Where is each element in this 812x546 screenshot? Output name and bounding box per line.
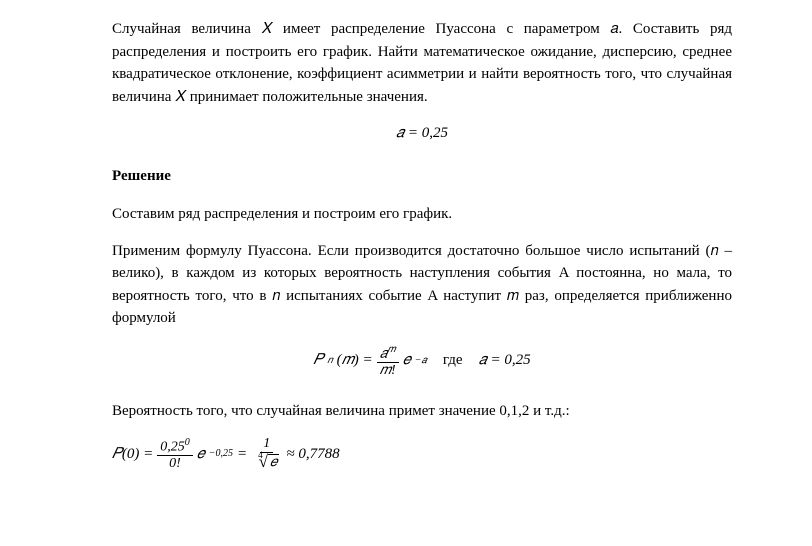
p0-num1-base: 0,25 xyxy=(160,439,185,454)
equals-sign: = xyxy=(237,443,247,466)
frac-numerator-sup: 𝑚 xyxy=(387,344,395,355)
problem-statement: Случайная величина 𝑋 имеет распределение… xyxy=(112,18,732,108)
given-value-formula: 𝑎 = 0,25 xyxy=(112,122,732,145)
pn-label: 𝑃 xyxy=(313,349,323,372)
root-index: 4 xyxy=(258,451,263,461)
where-label: где xyxy=(443,349,463,372)
p0-e-base: 𝑒 xyxy=(197,443,205,466)
p0-num1-sup: 0 xyxy=(185,437,190,448)
where-value: 𝑎 = 0,25 xyxy=(479,349,531,372)
pn-arg: (𝑚) = xyxy=(337,349,373,372)
radicand: 𝑒 xyxy=(268,454,279,470)
e-exponent: −𝑎 xyxy=(415,353,427,368)
p0-fraction-2: 1 4 √ 𝑒 xyxy=(251,436,282,471)
pn-subscript: 𝑛 xyxy=(327,353,332,368)
p0-approx: ≈ 0,7788 xyxy=(286,443,339,466)
p0-e-sup: −0,25 xyxy=(209,446,233,461)
p0-calculation: 𝑃(0) = 0,250 0! 𝑒 −0,25 = 1 4 √ 𝑒 ≈ 0,778… xyxy=(112,436,732,471)
p0-lhs: 𝑃(0) = xyxy=(112,443,153,466)
poisson-fraction: 𝑎𝑚 𝑚! xyxy=(377,344,399,378)
fourth-root: 4 √ 𝑒 xyxy=(254,453,279,472)
poisson-formula: 𝑃𝑛 (𝑚) = 𝑎𝑚 𝑚! 𝑒 −𝑎 где 𝑎 = 0,25 xyxy=(112,344,732,378)
solution-heading: Решение xyxy=(112,165,732,188)
p0-den1: 0! xyxy=(166,456,184,471)
solution-intro: Составим ряд распределения и построим ег… xyxy=(112,203,732,226)
poisson-explanation: Применим формулу Пуассона. Если производ… xyxy=(112,240,732,330)
e-base: 𝑒 xyxy=(403,349,411,372)
frac-denominator: 𝑚! xyxy=(377,363,399,378)
p0-fraction-1: 0,250 0! xyxy=(157,437,193,471)
probability-intro: Вероятность того, что случайная величина… xyxy=(112,400,732,423)
